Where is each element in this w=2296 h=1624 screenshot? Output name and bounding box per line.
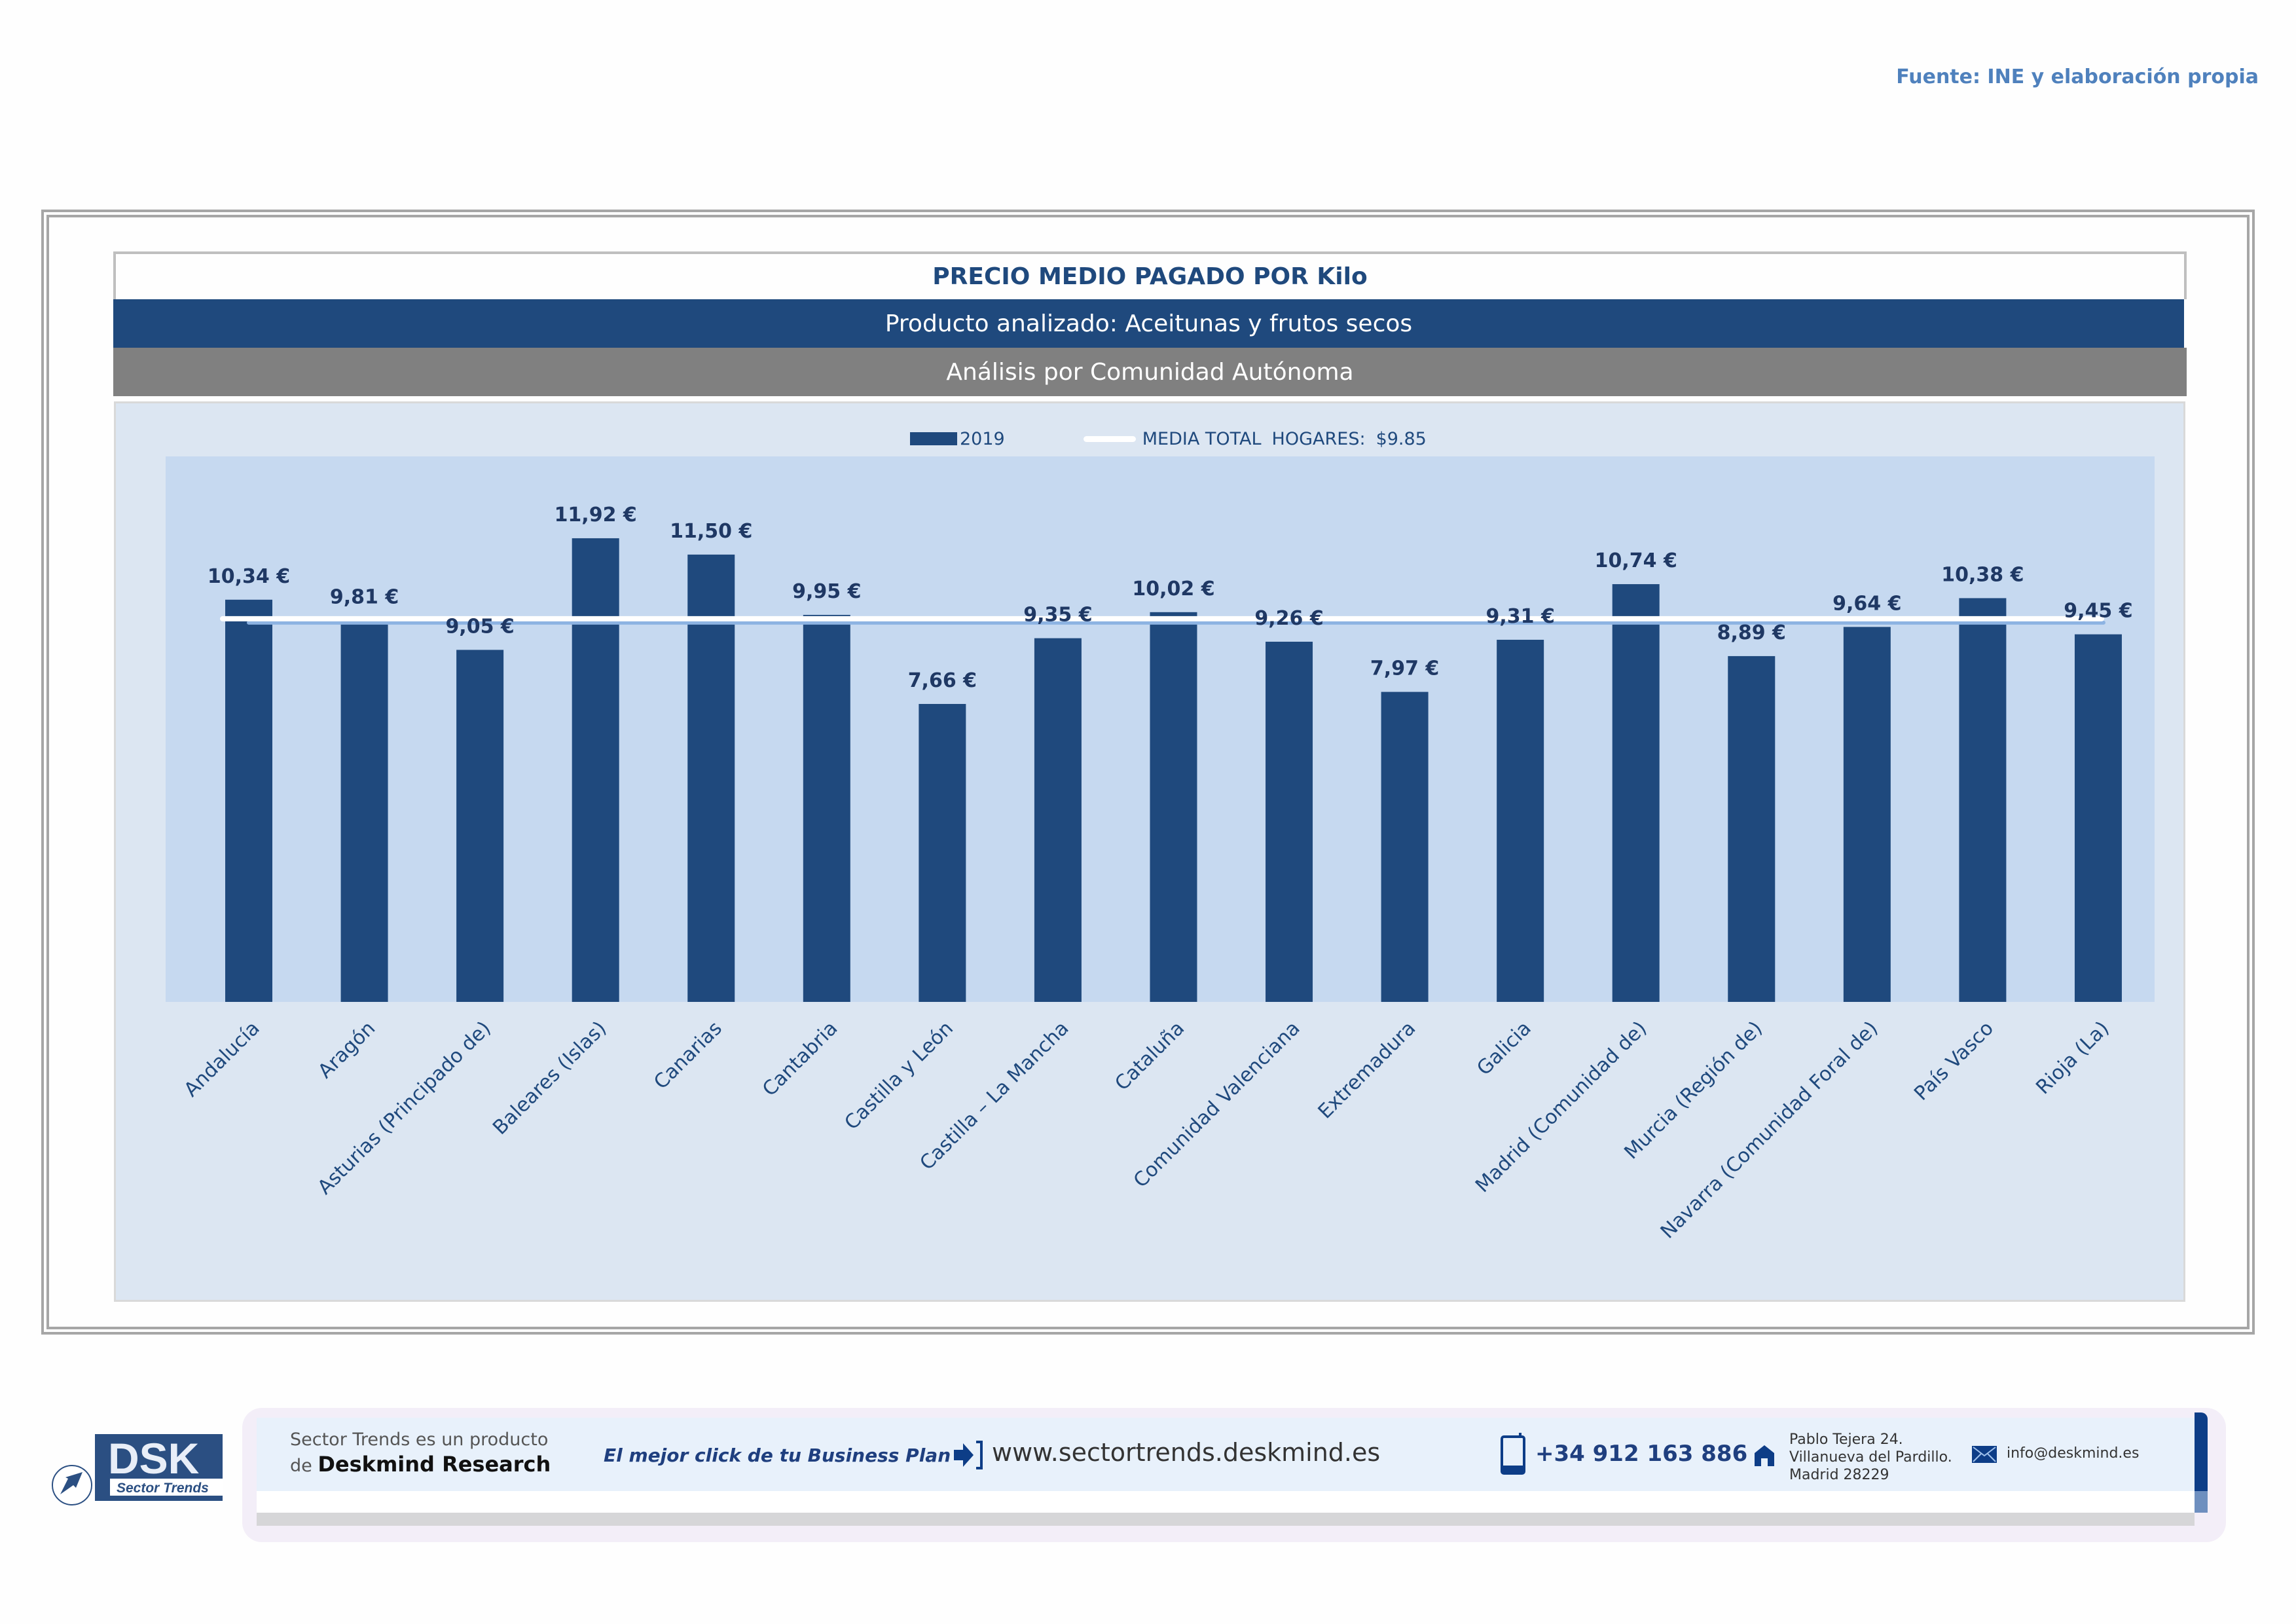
address-line1: Pablo Tejera 24. — [1789, 1431, 1903, 1448]
bar-1 — [340, 620, 388, 1002]
bar-12 — [1612, 584, 1660, 1002]
value-label-8: 10,02 € — [1132, 578, 1214, 600]
bar-16 — [2074, 634, 2122, 1002]
legend-mean-label: MEDIA TOTAL — [1142, 428, 1262, 449]
analysis-band: Análisis por Comunidad Autónoma — [113, 348, 2187, 396]
legend-mean-label-2: HOGARES: — [1271, 428, 1366, 449]
x-tick-label-11: Galicia — [1472, 1017, 1536, 1080]
logo-subtext: Sector Trends — [117, 1481, 209, 1496]
bar-9 — [1266, 641, 1313, 1002]
x-tick-label-4: Canarias — [649, 1017, 727, 1094]
footer-email-link[interactable]: info@deskmind.es — [2007, 1445, 2140, 1462]
x-tick-label-14: Navarra (Comunidad Foral de) — [1656, 1017, 1883, 1244]
x-tick-label-0: Andalucía — [180, 1017, 264, 1101]
value-label-6: 7,66 € — [908, 669, 977, 692]
value-label-11: 9,31 € — [1485, 605, 1554, 628]
bar-4 — [687, 554, 735, 1002]
x-tick-label-3: Baleares (Islas) — [488, 1017, 611, 1139]
mail-icon — [1972, 1446, 1997, 1463]
dsk-logo: DSK Sector Trends — [46, 1421, 226, 1506]
value-label-0: 10,34 € — [208, 565, 290, 588]
x-tick-label-1: Aragón — [314, 1017, 380, 1083]
footer-website-link[interactable]: www.sectortrends.deskmind.es — [992, 1438, 1381, 1467]
footer-product-line2: de Deskmind Research — [290, 1452, 551, 1477]
legend-series-label: 2019 — [960, 428, 1005, 449]
value-label-12: 10,74 € — [1595, 549, 1677, 572]
inner-frame — [46, 215, 2250, 1329]
chart-title: PRECIO MEDIO PAGADO POR Kilo — [113, 251, 2187, 299]
footer-slogan: El mejor click de tu Business Plan — [604, 1445, 951, 1466]
value-label-4: 11,50 € — [670, 520, 752, 543]
footer-prefix: de — [290, 1456, 312, 1476]
value-label-15: 10,38 € — [1941, 563, 2024, 586]
mean-line-group — [220, 616, 2105, 625]
mobile-phone-icon — [1501, 1433, 1525, 1475]
login-arrow-icon — [954, 1441, 983, 1469]
value-label-2: 9,05 € — [445, 615, 514, 638]
bars-group — [225, 538, 2122, 1002]
bar-8 — [1150, 612, 1197, 1002]
bar-chart: 10,34 € 9,81 € 9,05 € 11,92 € 11,50 € 9,95 € 7… — [166, 456, 2155, 1244]
value-labels-group: 10,34 € 9,81 € 9,05 € 11,92 € 11,50 € 9,95 € 7… — [208, 504, 2133, 692]
logo-text: DSK — [108, 1434, 200, 1483]
x-tick-label-5: Cantabria — [758, 1017, 842, 1101]
bar-13 — [1728, 655, 1776, 1002]
legend-mean-swatch — [1083, 435, 1136, 442]
x-tick-label-8: Cataluña — [1110, 1017, 1189, 1096]
value-label-7: 9,35 € — [1023, 604, 1092, 627]
x-tick-label-16: Rioja (La) — [2032, 1017, 2113, 1099]
source-note: Fuente: INE y elaboración propia — [1896, 65, 2259, 88]
bar-5 — [803, 614, 850, 1002]
footer-product-line1: Sector Trends es un producto — [290, 1430, 549, 1450]
bar-3 — [572, 538, 619, 1002]
value-label-1: 9,81 € — [330, 585, 399, 608]
home-icon — [1755, 1445, 1774, 1466]
value-label-14: 9,64 € — [1832, 592, 1901, 615]
x-tick-label-15: País Vasco — [1910, 1017, 1998, 1105]
address-line2: Villanueva del Pardillo. — [1789, 1449, 1952, 1466]
bar-14 — [1843, 627, 1891, 1002]
legend-bar-swatch — [910, 432, 957, 445]
value-label-16: 9,45 € — [2064, 600, 2132, 623]
value-label-10: 7,97 € — [1370, 657, 1439, 680]
value-label-9: 9,26 € — [1254, 607, 1323, 630]
bar-15 — [1959, 598, 2007, 1002]
x-tick-label-10: Extremadura — [1314, 1017, 1421, 1124]
footer-phone[interactable]: +34 912 163 886 — [1535, 1441, 1748, 1467]
bar-0 — [225, 599, 272, 1002]
bar-7 — [1034, 638, 1082, 1002]
legend: 2019 MEDIA TOTAL HOGARES: $9.85 — [910, 426, 1427, 452]
outer-frame — [41, 210, 2255, 1335]
value-label-5: 9,95 € — [792, 580, 861, 603]
legend-mean-value: $9.85 — [1376, 428, 1427, 449]
bar-6 — [919, 703, 966, 1002]
bar-11 — [1497, 639, 1544, 1002]
value-label-3: 11,92 € — [555, 504, 637, 526]
product-band: Producto analizado: Aceitunas y frutos s… — [113, 299, 2184, 348]
value-label-13: 8,89 € — [1717, 621, 1786, 644]
x-tick-label-6: Castilla y León — [840, 1017, 958, 1135]
arrow-icon — [60, 1472, 82, 1494]
bar-10 — [1381, 692, 1429, 1002]
address-line3: Madrid 28229 — [1789, 1467, 1889, 1483]
bar-2 — [456, 650, 504, 1002]
footer-brand: Deskmind Research — [318, 1452, 551, 1477]
footer-address: Pablo Tejera 24. Villanueva del Pardillo… — [1789, 1431, 1952, 1484]
